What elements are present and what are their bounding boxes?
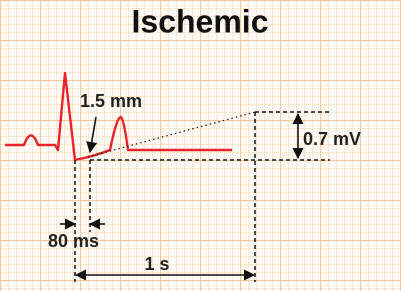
slope-line bbox=[87, 111, 256, 158]
amplitude-label: 0.7 mV bbox=[303, 129, 361, 149]
depression-arrow bbox=[86, 116, 98, 154]
duration-label: 1 s bbox=[144, 254, 169, 274]
depression-label: 1.5 mm bbox=[80, 91, 142, 111]
ecg-trace bbox=[5, 71, 232, 162]
title: Ischemic bbox=[132, 3, 269, 39]
interval-label: 80 ms bbox=[48, 231, 99, 251]
guide-lines bbox=[74, 111, 330, 282]
